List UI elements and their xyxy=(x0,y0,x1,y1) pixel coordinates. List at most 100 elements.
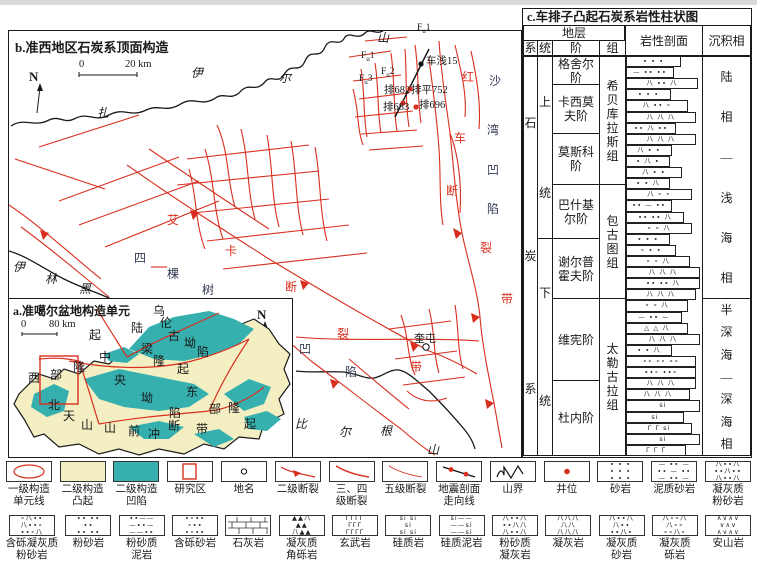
lithology-bar: 八 八 八 xyxy=(626,289,696,301)
legend-item: 二级断裂 xyxy=(274,461,321,496)
header-formation: 组 xyxy=(599,40,626,56)
fill-yellow-swatch-icon xyxy=(59,461,106,482)
lithology-bar: 八 ∙ ∙ xyxy=(626,167,682,179)
legend-item: ∙ ∙ ∙ ∙ ∙ ∙ ∙ ∙ ∙ 砂岩 xyxy=(597,461,644,496)
map-text-label: 部 xyxy=(50,368,63,382)
stage-bashkirian: 巴什基尔阶 xyxy=(552,184,600,239)
stage-visean: 维宪阶 xyxy=(552,298,600,381)
lithology-bar: 八 八 八 xyxy=(626,267,700,279)
legend-item-label: 井位 xyxy=(556,484,578,495)
panel-b-north-label: N xyxy=(29,69,39,84)
map-text-label: 裂 xyxy=(337,327,350,341)
map-text-label: 湾 xyxy=(487,123,500,137)
header-stage: 阶 xyxy=(552,40,600,56)
lithology-bar: Γ Γ si xyxy=(626,422,692,434)
map-text-label: 车浅15 xyxy=(426,56,458,67)
facies-continental-shallow: 陆相 — 浅海相 xyxy=(702,56,751,299)
legend-item: 三、四 级断裂 xyxy=(328,461,375,507)
legend-item: ∧∨∧∨ ∨∧∨ ∧∨∧∨ 安山岩 xyxy=(705,515,752,550)
map-text-label: 艾 xyxy=(167,213,180,227)
lithology-bar: ∘ ∘ 八 xyxy=(626,222,692,234)
mountain-boundary-north xyxy=(10,31,384,127)
map-text-label: 前 xyxy=(128,424,141,438)
map-text-label: 伊 xyxy=(13,260,26,274)
patt-tuff-siltstone-swatch-icon: 八∙∙八 ∙∙八∙∙ 八∙∙八 xyxy=(705,461,752,482)
north-arrow-icon xyxy=(36,83,43,114)
map-text-label: 中 xyxy=(99,350,112,364)
map-text-label: 山 xyxy=(81,418,94,432)
inset-scale-bar-icon xyxy=(21,332,58,336)
patt-basalt-swatch-icon: ΓΓΓΓ ΓΓΓ ΓΓΓΓ xyxy=(332,515,379,536)
fault5-swatch-icon xyxy=(382,461,429,482)
formation-xibeikulasi: 希贝库拉斯组 xyxy=(599,56,626,185)
legend-row-2: ∘八∙∙ 八∙∙∘ ∙∙∘八 含砾凝灰质 粉砂岩 ∙∙ ∙∙ ∙∙ ∙∙ ∙∙ 粉砂岩 ∙∙——… xyxy=(2,515,755,565)
lithology-bar: 八 八 八 xyxy=(626,133,696,145)
legend-item-label: 含砾砂岩 xyxy=(174,538,217,549)
panel-b-title: b.准西地区石炭系顶面构造 xyxy=(15,40,169,55)
map-text-label: 坳 xyxy=(141,391,154,405)
map-text-label: 起 xyxy=(89,328,102,342)
series-lower: 下统 xyxy=(537,238,553,456)
lithology-bar: ∙ 八 ∙ xyxy=(626,155,670,168)
legend-item-label: 一级构造 单元线 xyxy=(7,484,50,507)
map-text-label: 棵 xyxy=(167,267,180,281)
map-text-label: 隆 xyxy=(153,354,166,368)
map-text-label: 山 xyxy=(427,443,440,457)
map-text-label: 陆 xyxy=(131,321,144,335)
map-text-label: 黑 xyxy=(79,282,92,296)
stage-gzhelian: 格舍尔阶 xyxy=(552,56,600,85)
lithology-bar: 八 八 八 xyxy=(626,378,696,390)
legend-item-label: 二级构造 凸起 xyxy=(61,484,104,507)
patt-tuff-sandstone-swatch-icon: 八∙∙八 八∙∙ ∙∙八∙ xyxy=(598,515,645,536)
lithology-bar: ∙ ∙ ∙ xyxy=(626,233,670,245)
stage-kasimovian: 卡西莫夫阶 xyxy=(552,84,600,134)
patt-siltstone-swatch-icon: ∙∙ ∙∙ ∙∙ ∙∙ ∙∙ xyxy=(65,515,112,536)
panel-b-scale-zero: 0 xyxy=(79,59,85,70)
legend-item: ∙∙—— —∙∙— ——∙∙ 粉砂质 泥岩 xyxy=(118,515,165,561)
well-swatch-icon xyxy=(543,461,590,482)
lithology-bar: ∘∘ ∘∘ ∘∘ xyxy=(626,355,696,368)
header-system: 系 xyxy=(523,40,538,56)
map-text-label: 山 xyxy=(104,421,117,435)
map-text-label: 乌 xyxy=(153,304,166,318)
legend-item: 山界 xyxy=(489,461,536,496)
lithology-bar: ∘ ∘ 八 xyxy=(626,300,688,312)
legend-item-label: 三、四 级断裂 xyxy=(335,484,368,507)
stage-serpukhovian: 谢尔普霍夫阶 xyxy=(552,238,600,299)
legend-item: 二级构造 凹陷 xyxy=(113,461,160,507)
depression-patches xyxy=(31,311,281,447)
map-text-label: 东 xyxy=(186,385,199,399)
legend-item-label: 凝灰岩 xyxy=(552,538,585,549)
map-text-label: 隆 xyxy=(73,360,86,374)
map-text-label: 扎 xyxy=(97,106,110,120)
legend-item-label: 砂岩 xyxy=(609,484,631,495)
limestone-swatch-icon xyxy=(225,515,272,536)
fault-code-label: Fu2 xyxy=(381,67,395,79)
unit-boundaries xyxy=(38,308,265,425)
lithology-bar: ∙∙ 八 ∙∙ xyxy=(626,122,676,134)
legend-item-label: 玄武岩 xyxy=(339,538,371,549)
legend-item: ∙∙ ∙∙ ∙∙ ∙∙ ∙∙ 粉砂岩 xyxy=(65,515,112,550)
patt-silty-mudstone-swatch-icon: ∙∙—— —∙∙— ——∙∙ xyxy=(118,515,165,536)
map-text-label: 根 xyxy=(380,424,393,438)
map-text-label: 四 xyxy=(134,251,147,265)
fault-code-label: Fu3 xyxy=(359,74,373,86)
legend-row-1: 一级构造 单元线 二级构造 凸起 二级构造 凹陷 研究区 地名 二级断裂 三、四 级断裂 五级… xyxy=(2,461,755,513)
lithology-bars: ∙ ∙ ∙ — ∙∙ ∙∙ 八 ∙∙ 八 ∙ ∙ ∙ 八 ∙∙ ∘ 八 八 八 ∙∙ 八 ∙… xyxy=(626,56,703,456)
panel-a-north-label: N xyxy=(257,307,267,322)
lithology-bar: ∙∙ ∙∙ 八 xyxy=(626,211,684,223)
map-text-label: 带 xyxy=(196,422,209,436)
oval-swatch-icon xyxy=(5,461,52,482)
fault2-swatch-icon xyxy=(274,461,321,482)
map-text-label: 坳 xyxy=(184,336,197,350)
map-text-label: 部 xyxy=(209,402,222,416)
map-text-label: 陷 xyxy=(197,345,210,359)
legend-item: si si si si si 硅质岩 xyxy=(385,515,432,550)
legend-item: 二级构造 凸起 xyxy=(59,461,106,507)
legend-item: si—— ——si ——si 硅质泥岩 xyxy=(438,515,485,550)
header-lithology: 岩性剖面 xyxy=(625,25,703,56)
fault-network xyxy=(9,36,503,456)
map-text-label: 起 xyxy=(244,417,257,431)
legend-item: — ∙∙ — ∙∙ — ∙∙ — ∙∙ — 泥质砂岩 xyxy=(651,461,698,496)
patt-sandstone-swatch-icon: ∙ ∙ ∙ ∙ ∙ ∙ ∙ ∙ ∙ xyxy=(597,461,644,482)
